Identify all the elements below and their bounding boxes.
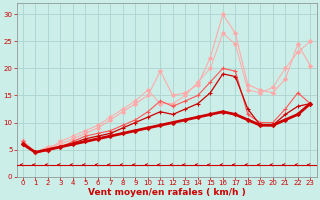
- X-axis label: Vent moyen/en rafales ( km/h ): Vent moyen/en rafales ( km/h ): [88, 188, 245, 197]
